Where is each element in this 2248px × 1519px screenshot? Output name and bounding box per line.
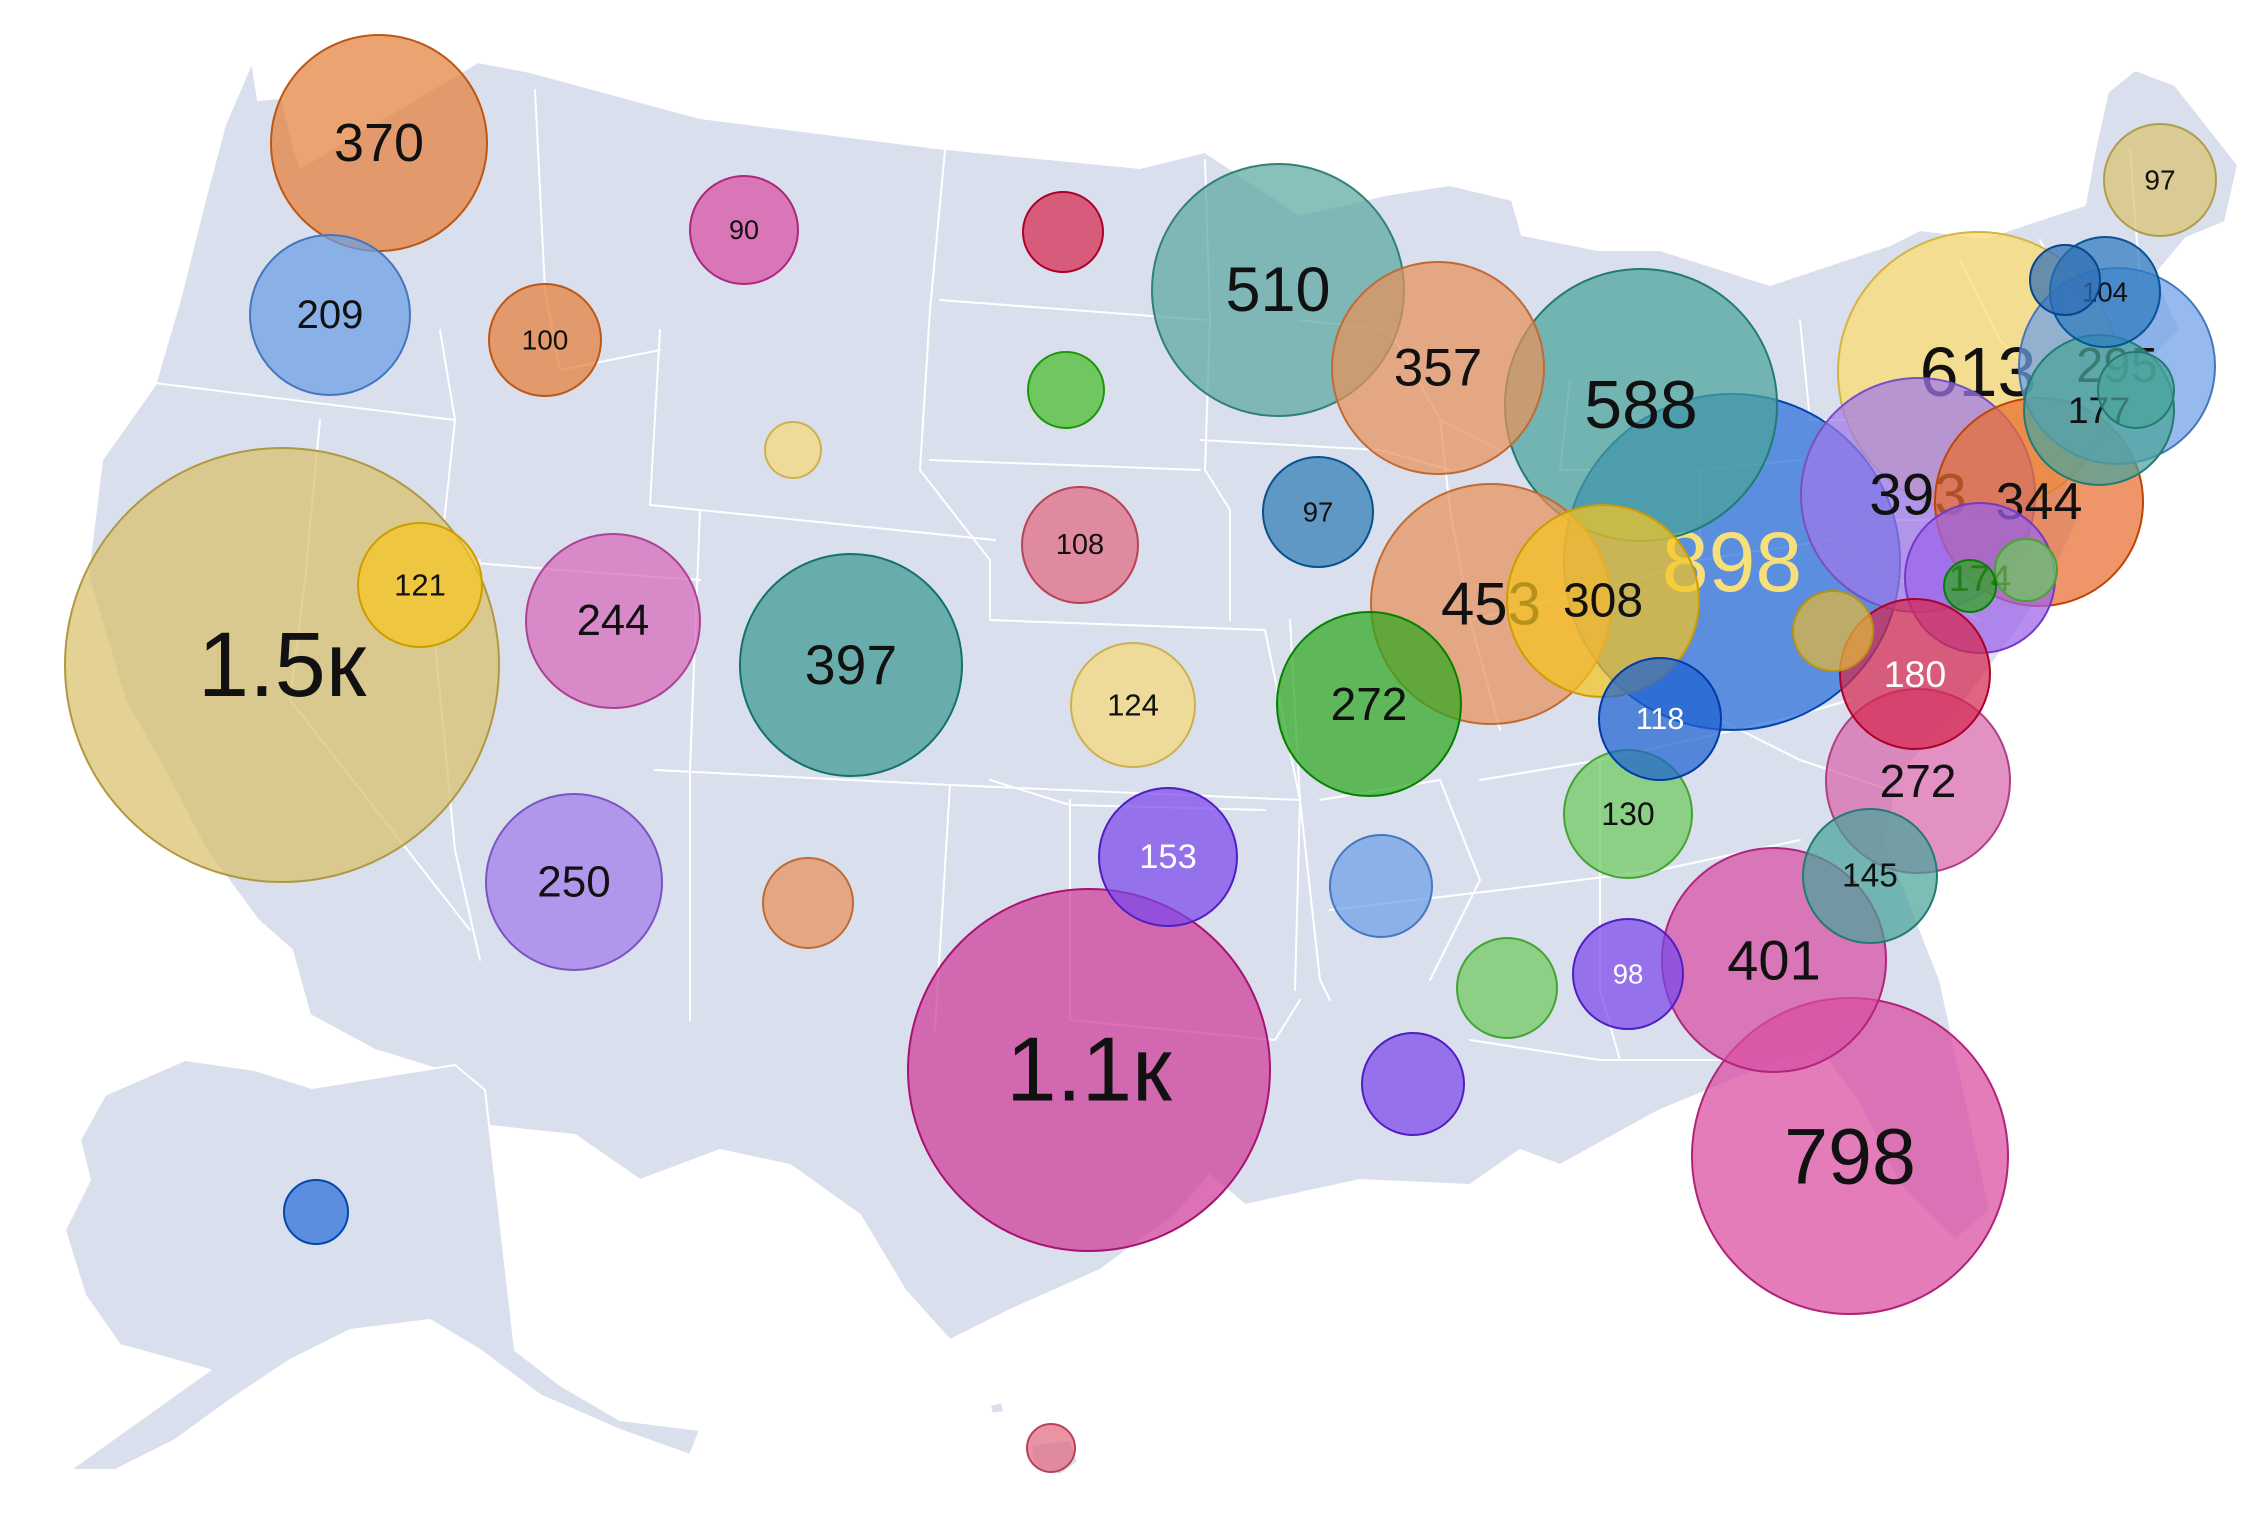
bubble-tx[interactable] xyxy=(907,888,1271,1252)
bubble-label-wi: 357 xyxy=(1394,339,1482,398)
bubble-label-nv: 121 xyxy=(394,568,446,603)
bubble-az[interactable] xyxy=(485,793,663,971)
bubble-sd[interactable] xyxy=(1027,351,1105,429)
bubble-label-ok: 153 xyxy=(1139,838,1197,876)
bubble-ok[interactable] xyxy=(1098,787,1238,927)
bubble-label-or: 209 xyxy=(297,293,364,337)
bubble-ky[interactable] xyxy=(1598,657,1722,781)
bubble-nd[interactable] xyxy=(1022,191,1104,273)
bubble-label-in: 308 xyxy=(1563,575,1643,628)
bubble-label-al: 98 xyxy=(1613,959,1644,990)
bubble-nv[interactable] xyxy=(357,522,483,648)
bubble-label-me: 97 xyxy=(2144,165,2175,196)
bubble-label-ks: 124 xyxy=(1107,688,1159,723)
bubble-label-ky: 118 xyxy=(1636,702,1685,736)
bubble-label-wa: 370 xyxy=(334,113,424,173)
bubble-dc[interactable] xyxy=(1994,538,2058,602)
bubble-ks[interactable] xyxy=(1070,642,1196,768)
bubble-id[interactable] xyxy=(488,283,602,397)
bubble-ia[interactable] xyxy=(1262,456,1374,568)
bubble-al[interactable] xyxy=(1572,918,1684,1030)
bubble-mo[interactable] xyxy=(1276,611,1462,797)
bubble-ak[interactable] xyxy=(283,1179,349,1245)
alaska xyxy=(64,1059,701,1471)
bubble-label-az: 250 xyxy=(537,858,610,907)
bubble-label-tx: 1.1к xyxy=(1006,1020,1173,1121)
bubble-la[interactable] xyxy=(1361,1032,1465,1136)
bubble-label-va: 180 xyxy=(1884,653,1947,695)
bubble-label-nc: 272 xyxy=(1880,755,1957,807)
bubble-wy[interactable] xyxy=(764,421,822,479)
bubble-hi[interactable] xyxy=(1026,1423,1076,1473)
bubble-label-tn: 130 xyxy=(1601,796,1654,832)
bubble-label-mo: 272 xyxy=(1331,678,1408,730)
bubble-label-mi: 588 xyxy=(1584,367,1697,443)
bubble-label-ut: 244 xyxy=(577,597,650,645)
bubble-ne[interactable] xyxy=(1021,486,1139,604)
bubble-label-mn: 510 xyxy=(1225,255,1330,325)
bubble-me[interactable] xyxy=(2103,123,2217,237)
bubble-label-mt: 90 xyxy=(729,215,759,245)
bubble-label-ia: 97 xyxy=(1303,497,1334,528)
bubble-ut[interactable] xyxy=(525,533,701,709)
bubble-layer: 1.5к1.1к89879861358851045339340139737035… xyxy=(64,34,2217,1473)
bubble-ri[interactable] xyxy=(2097,351,2175,429)
bubble-wv[interactable] xyxy=(1792,590,1874,672)
bubble-ar[interactable] xyxy=(1329,834,1433,938)
bubble-label-ne: 108 xyxy=(1056,529,1104,561)
bubble-label-ga: 401 xyxy=(1727,929,1820,992)
bubble-ms[interactable] xyxy=(1456,937,1558,1039)
bubble-label-sc: 145 xyxy=(1842,858,1898,895)
bubble-co[interactable] xyxy=(739,553,963,777)
bubble-nm[interactable] xyxy=(762,857,854,949)
bubble-va[interactable] xyxy=(1839,598,1991,750)
bubble-or[interactable] xyxy=(249,234,411,396)
bubble-label-ca: 1.5к xyxy=(198,614,367,716)
bubble-md[interactable] xyxy=(1943,559,1997,613)
bubble-mt[interactable] xyxy=(689,175,799,285)
bubble-label-id: 100 xyxy=(522,325,569,356)
bubble-label-fl: 798 xyxy=(1784,1112,1916,1201)
bubble-vt[interactable] xyxy=(2029,244,2101,316)
bubble-label-co: 397 xyxy=(805,634,898,696)
bubble-sc[interactable] xyxy=(1802,808,1938,944)
bubble-wi[interactable] xyxy=(1331,261,1545,475)
hawaii-small xyxy=(989,1401,1005,1415)
